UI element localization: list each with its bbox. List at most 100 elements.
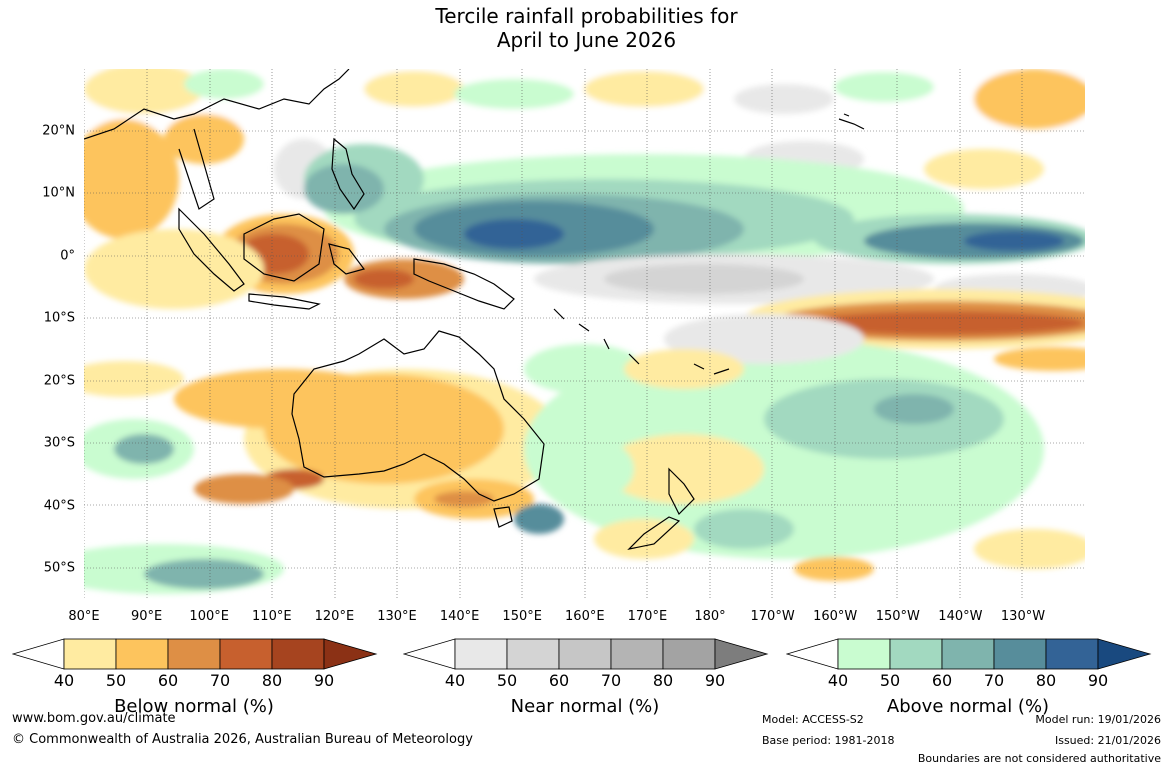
colorbar-segment [837, 638, 891, 670]
longitude-label: 120°E [314, 609, 355, 624]
longitude-label: 130°E [377, 609, 417, 624]
colorbar-graphic [402, 638, 769, 670]
longitude-label: 180° [694, 609, 726, 624]
latitude-label: 30°S [43, 435, 75, 451]
colorbar-tick-label: 90 [1087, 671, 1109, 690]
longitude-label: 150°E [502, 609, 542, 624]
colorbar-segment [993, 638, 1047, 670]
colorbar-tick-label: 60 [548, 671, 570, 690]
colorbar [785, 638, 1152, 676]
colorbar-segment [454, 638, 508, 670]
colorbar-high-extension [1097, 638, 1152, 670]
longitude-label: 140°W [938, 609, 983, 624]
colorbar-low-extension [11, 638, 65, 670]
colorbar [402, 638, 769, 676]
coastline-sumatra [178, 207, 245, 292]
colorbar-tick-label: 60 [157, 671, 179, 690]
colorbar-tick-label: 50 [105, 671, 127, 690]
probability-map [84, 69, 1085, 600]
coastline-new-guinea [413, 258, 515, 310]
colorbar-tick-label: 80 [261, 671, 283, 690]
map-title: Tercile rainfall probabilities for April… [0, 4, 1173, 52]
colorbar-high-extension [323, 638, 378, 670]
model-text: Model: ACCESS-S2 [762, 713, 864, 726]
latitude-label: 20°S [43, 373, 75, 389]
colorbar-title: Near normal (%) [510, 696, 660, 717]
latitude-label: 0° [60, 248, 75, 264]
colorbar-graphic [11, 638, 378, 670]
colorbar-tick-label: 40 [444, 671, 466, 690]
longitude-label: 160°E [565, 609, 605, 624]
longitude-label: 160°W [813, 609, 858, 624]
latitude-label: 10°N [42, 185, 75, 201]
colorbar-title: Below normal (%) [114, 696, 274, 717]
colorbar-segment [219, 638, 273, 670]
colorbar-high-extension [714, 638, 769, 670]
coastline-hawaii [838, 113, 865, 130]
colorbar-graphic [785, 638, 1152, 670]
base-period-text: Base period: 1981-2018 [762, 734, 895, 747]
disclaimer-text: Boundaries are not considered authoritat… [917, 752, 1161, 765]
probability-shading [84, 69, 1085, 594]
coastline-australia [291, 330, 545, 502]
coastline-philippines [331, 137, 365, 211]
colorbar-tick-label: 70 [983, 671, 1005, 690]
colorbar [11, 638, 378, 676]
longitude-label: 110°E [252, 609, 292, 624]
model-run-text: Model run: 19/01/2026 [1035, 713, 1161, 726]
colorbar-low-extension [402, 638, 456, 670]
coastline-pacific-islands [553, 308, 730, 375]
colorbar-segment [63, 638, 117, 670]
longitude-label: 80°E [68, 609, 100, 624]
colorbar-segment [662, 638, 716, 670]
longitude-label: 130°W [1000, 609, 1046, 624]
coastline-java [248, 293, 321, 310]
colorbar-tick-label: 70 [209, 671, 231, 690]
coastline-nz-north [668, 467, 695, 516]
colorbar-tick-label: 90 [313, 671, 335, 690]
coastline-nz-south [627, 516, 681, 550]
colorbar-tick-label: 40 [827, 671, 849, 690]
colorbar-tick-label: 80 [1035, 671, 1057, 690]
coastline-se-asia [84, 69, 350, 210]
colorbar-low-extension [785, 638, 839, 670]
issued-text: Issued: 21/01/2026 [1054, 734, 1161, 747]
title-line-1: Tercile rainfall probabilities for [435, 4, 738, 28]
latitude-label: 40°S [43, 498, 75, 514]
colorbar-segment [889, 638, 943, 670]
longitude-label: 100°E [189, 609, 229, 624]
coastline-sulawesi [328, 243, 366, 275]
colorbar-tick-label: 90 [704, 671, 726, 690]
latitude-label: 50°S [43, 560, 75, 576]
coastline-tasmania [493, 506, 513, 528]
copyright-text: © Commonwealth of Australia 2026, Austra… [12, 732, 473, 747]
longitude-label: 140°E [439, 609, 480, 624]
latitude-label: 10°S [43, 310, 75, 326]
longitude-label: 170°E [627, 609, 668, 624]
title-line-2: April to June 2026 [496, 28, 677, 52]
colorbar-tick-label: 50 [496, 671, 518, 690]
longitude-label: 90°E [130, 609, 163, 624]
colorbar-segment [506, 638, 560, 670]
website-link[interactable]: www.bom.gov.au/climate [12, 711, 176, 726]
longitude-label: 170°W [750, 609, 795, 624]
latitude-label: 20°N [42, 123, 75, 139]
colorbar-title: Above normal (%) [886, 696, 1050, 717]
colorbar-segment [115, 638, 169, 670]
graticule [84, 69, 1085, 600]
colorbar-tick-label: 40 [53, 671, 75, 690]
colorbar-tick-label: 70 [600, 671, 622, 690]
colorbar-tick-label: 80 [652, 671, 674, 690]
colorbar-segment [1045, 638, 1099, 670]
colorbar-segment [167, 638, 221, 670]
map-canvas [84, 69, 1085, 600]
colorbar-segment [558, 638, 612, 670]
colorbar-segment [271, 638, 325, 670]
coastlines [84, 69, 865, 550]
colorbar-tick-label: 50 [879, 671, 901, 690]
colorbar-segment [941, 638, 995, 670]
longitude-label: 150°W [875, 609, 920, 624]
coastline-borneo [243, 213, 325, 282]
colorbar-segment [610, 638, 664, 670]
colorbar-tick-label: 60 [931, 671, 953, 690]
